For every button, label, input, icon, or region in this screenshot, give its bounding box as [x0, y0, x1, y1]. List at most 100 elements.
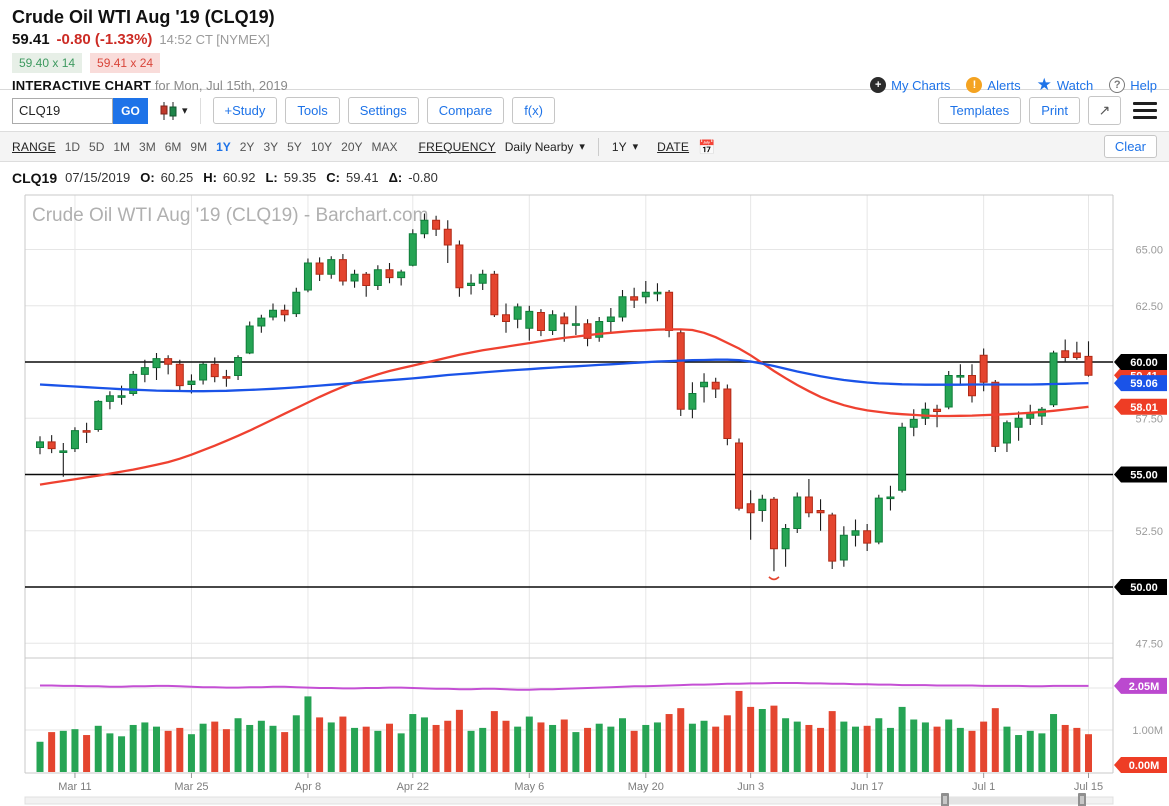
volume-bar[interactable] [619, 718, 626, 772]
candle[interactable] [711, 377, 720, 398]
symbol-input[interactable] [12, 97, 113, 124]
candle[interactable] [269, 303, 277, 321]
candle[interactable] [1072, 341, 1081, 360]
volume-bar[interactable] [304, 696, 312, 772]
candle[interactable] [735, 438, 743, 511]
candle[interactable] [350, 269, 359, 288]
candle[interactable] [303, 258, 312, 293]
volume-bar[interactable] [840, 721, 848, 772]
candle[interactable] [874, 494, 883, 545]
volume-bar[interactable] [747, 706, 755, 772]
range-20y[interactable]: 20Y [341, 139, 363, 154]
volume-bar[interactable] [1026, 730, 1034, 772]
add-study-button[interactable]: +Study [212, 97, 278, 124]
candle[interactable] [397, 269, 406, 286]
candle[interactable] [210, 357, 219, 383]
volume-bar[interactable] [584, 727, 592, 772]
tools-button[interactable]: Tools [285, 97, 340, 124]
volume-bar[interactable] [141, 722, 149, 772]
range-10y[interactable]: 10Y [310, 139, 333, 154]
candle[interactable] [816, 499, 825, 531]
candle[interactable] [47, 435, 56, 454]
volume-bar[interactable] [316, 717, 324, 772]
chart-scrollbar[interactable] [24, 793, 1114, 806]
templates-button[interactable]: Templates [938, 97, 1022, 124]
range-9m[interactable]: 9M [190, 139, 208, 154]
candle[interactable] [292, 287, 301, 317]
candle[interactable] [653, 283, 662, 302]
volume-bar[interactable] [712, 726, 720, 772]
chart-area[interactable]: Crude Oil WTI Aug '19 (CLQ19) - Barchart… [0, 193, 1169, 806]
candle[interactable] [548, 310, 557, 335]
candle[interactable] [373, 265, 382, 290]
volume-bar[interactable] [386, 723, 393, 772]
candle[interactable] [723, 384, 732, 446]
candle[interactable] [688, 382, 697, 419]
candle[interactable] [700, 373, 709, 403]
period-select[interactable]: 1Y ▾ [611, 139, 639, 154]
candle[interactable] [513, 303, 522, 329]
expand-chart-button[interactable]: ↗ [1088, 96, 1121, 125]
candle[interactable] [956, 364, 965, 385]
candle[interactable] [455, 240, 464, 297]
volume-bar[interactable] [933, 726, 941, 772]
volume-bar[interactable] [222, 729, 230, 772]
volume-bar[interactable] [1073, 727, 1081, 772]
volume-bar[interactable] [1015, 735, 1023, 772]
volume-bar[interactable] [83, 735, 91, 772]
volume-bar[interactable] [560, 719, 568, 773]
candle[interactable] [432, 215, 441, 236]
candle[interactable] [630, 287, 639, 308]
scrollbar-handle-left[interactable] [941, 793, 949, 806]
volume-bar[interactable] [292, 715, 300, 772]
volume-bar[interactable] [432, 724, 440, 772]
candle[interactable] [758, 494, 767, 522]
volume-bar[interactable] [793, 721, 801, 772]
candle[interactable] [199, 362, 208, 385]
volume-bar[interactable] [234, 718, 242, 772]
candle[interactable] [70, 427, 79, 452]
volume-bar[interactable] [549, 724, 557, 772]
scrollbar-thumb[interactable] [945, 797, 1082, 804]
volume-bar[interactable] [852, 726, 859, 772]
range-3y[interactable]: 3Y [263, 139, 279, 154]
volume-bar[interactable] [257, 720, 265, 772]
range-2y[interactable]: 2Y [239, 139, 255, 154]
volume-bar[interactable] [211, 721, 219, 772]
go-button[interactable]: GO [113, 97, 148, 124]
volume-bar[interactable] [490, 711, 498, 772]
candle[interactable] [490, 270, 499, 317]
alerts-link[interactable]: ! Alerts [966, 77, 1021, 93]
volume-bar[interactable] [735, 690, 743, 772]
candle[interactable] [327, 256, 336, 279]
scrollbar-handle-right[interactable] [1078, 793, 1086, 806]
volume-bar[interactable] [153, 726, 160, 772]
volume-bar[interactable] [782, 718, 790, 772]
candle[interactable] [536, 309, 545, 337]
range-1m[interactable]: 1M [113, 139, 131, 154]
volume-bar[interactable] [630, 730, 638, 772]
volume-bar[interactable] [688, 723, 696, 772]
candle[interactable] [82, 422, 91, 443]
candle[interactable] [94, 400, 103, 432]
candle[interactable] [1084, 341, 1093, 377]
volume-bar[interactable] [467, 730, 475, 772]
volume-bar[interactable] [875, 718, 883, 772]
volume-bar[interactable] [1050, 714, 1058, 772]
volume-bar[interactable] [339, 716, 347, 772]
candle[interactable] [583, 319, 592, 347]
candle[interactable] [338, 254, 347, 286]
volume-bar[interactable] [607, 726, 615, 772]
candle[interactable] [408, 229, 417, 267]
volume-bar[interactable] [514, 726, 522, 772]
candle[interactable] [362, 272, 371, 297]
candle[interactable] [571, 305, 580, 335]
candle[interactable] [105, 391, 114, 410]
volume-bar[interactable] [595, 723, 603, 772]
compare-button[interactable]: Compare [426, 97, 505, 124]
volume-bar[interactable] [479, 727, 487, 772]
volume-bar[interactable] [677, 708, 685, 772]
candle[interactable] [164, 355, 173, 375]
settings-button[interactable]: Settings [347, 97, 419, 124]
range-6m[interactable]: 6M [164, 139, 182, 154]
